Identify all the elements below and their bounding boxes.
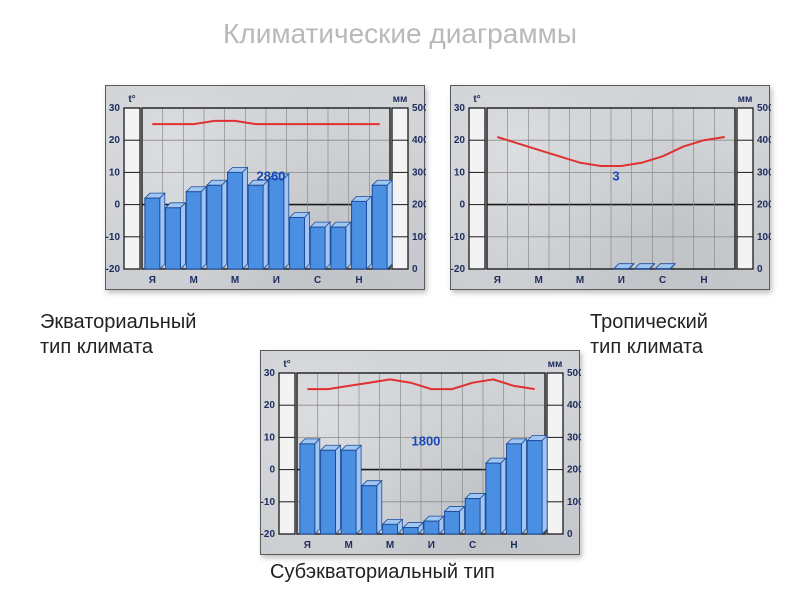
svg-text:М: М: [231, 275, 239, 286]
svg-text:400: 400: [567, 400, 581, 411]
svg-text:0: 0: [757, 264, 763, 275]
precip-sum-annotation: 3: [612, 168, 619, 183]
svg-text:-10: -10: [106, 232, 120, 243]
svg-text:М: М: [344, 540, 352, 551]
svg-text:300: 300: [567, 432, 581, 443]
svg-text:200: 200: [412, 200, 426, 211]
svg-text:500: 500: [567, 368, 581, 379]
climograph-equatorial: t°мм3020100-10-205004003002001000ЯММИСН2…: [105, 85, 425, 290]
svg-text:30: 30: [264, 368, 276, 379]
svg-text:0: 0: [412, 264, 418, 275]
svg-text:М: М: [576, 275, 584, 286]
svg-text:мм: мм: [393, 94, 408, 105]
svg-text:С: С: [659, 275, 666, 286]
svg-text:Н: Н: [510, 540, 517, 551]
svg-text:Н: Н: [700, 275, 707, 286]
svg-text:t°: t°: [473, 94, 480, 105]
svg-text:0: 0: [567, 529, 573, 540]
climograph-subequatorial: t°мм3020100-10-205004003002001000ЯММИСН1…: [260, 350, 580, 555]
svg-text:10: 10: [264, 432, 276, 443]
svg-text:М: М: [386, 540, 394, 551]
svg-text:200: 200: [567, 465, 581, 476]
svg-text:100: 100: [757, 232, 771, 243]
svg-text:М: М: [189, 275, 197, 286]
svg-text:-20: -20: [261, 529, 275, 540]
svg-text:400: 400: [412, 135, 426, 146]
svg-text:10: 10: [109, 167, 121, 178]
svg-text:0: 0: [269, 465, 275, 476]
svg-text:500: 500: [757, 103, 771, 114]
svg-text:100: 100: [412, 232, 426, 243]
svg-text:300: 300: [412, 167, 426, 178]
precip-sum-annotation: 1800: [411, 433, 440, 448]
svg-text:И: И: [273, 275, 280, 286]
page-title: Климатические диаграммы: [0, 18, 800, 50]
svg-text:200: 200: [757, 200, 771, 211]
caption-equatorial: Экваториальныйтип климата: [40, 310, 240, 360]
svg-text:500: 500: [412, 103, 426, 114]
precip-sum-annotation: 2860: [256, 168, 285, 183]
svg-text:30: 30: [109, 103, 121, 114]
svg-text:10: 10: [454, 167, 466, 178]
svg-text:Я: Я: [304, 540, 311, 551]
caption-subequatorial: Субэкваториальный тип: [270, 560, 610, 585]
svg-text:-10: -10: [451, 232, 465, 243]
svg-text:И: И: [618, 275, 625, 286]
svg-text:20: 20: [454, 135, 466, 146]
svg-text:300: 300: [757, 167, 771, 178]
caption-tropical: Тропическийтип климата: [590, 310, 780, 360]
svg-text:-20: -20: [106, 264, 120, 275]
svg-text:t°: t°: [128, 94, 135, 105]
svg-text:0: 0: [459, 200, 465, 211]
svg-text:-10: -10: [261, 497, 275, 508]
svg-text:И: И: [428, 540, 435, 551]
svg-text:С: С: [314, 275, 321, 286]
svg-text:-20: -20: [451, 264, 465, 275]
svg-text:М: М: [534, 275, 542, 286]
climograph-tropical: t°мм3020100-10-205004003002001000ЯММИСН3: [450, 85, 770, 290]
svg-text:Я: Я: [494, 275, 501, 286]
svg-text:30: 30: [454, 103, 466, 114]
svg-text:20: 20: [264, 400, 276, 411]
svg-text:Я: Я: [149, 275, 156, 286]
svg-text:400: 400: [757, 135, 771, 146]
svg-text:20: 20: [109, 135, 121, 146]
svg-text:100: 100: [567, 497, 581, 508]
svg-text:С: С: [469, 540, 476, 551]
svg-text:мм: мм: [548, 359, 563, 370]
svg-text:0: 0: [114, 200, 120, 211]
svg-text:t°: t°: [283, 359, 290, 370]
svg-text:Н: Н: [355, 275, 362, 286]
svg-text:мм: мм: [738, 94, 753, 105]
